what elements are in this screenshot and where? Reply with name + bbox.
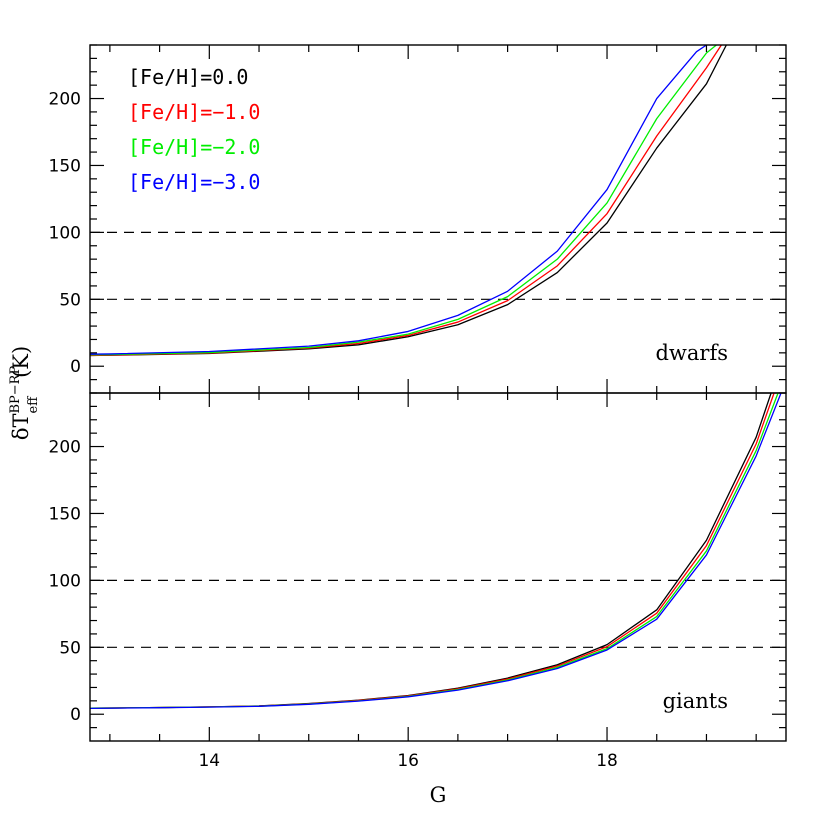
y-axis-label-superscript: BP−RP [8,366,23,414]
y-tick-label: 150 [49,504,81,524]
y-tick-label: 150 [49,156,81,176]
legend: [Fe/H]=0.0 [Fe/H]=−1.0 [Fe/H]=−2.0 [Fe/H]=−… [128,65,260,194]
panel-label-giants: giants [663,689,728,713]
tick-marks [90,392,786,741]
series-line-3 [89,44,707,355]
reference-lines [90,579,786,648]
series-line-0 [89,44,727,357]
x-tick-label: 14 [198,751,220,771]
series-line-2 [89,392,779,709]
legend-entry: [Fe/H]=−2.0 [128,135,260,159]
series-line-0 [89,392,772,709]
y-tick-labels: 0 50 100 150 200 [49,438,81,726]
series-line-1 [89,392,775,709]
y-tick-labels: 0 50 100 150 200 [49,90,81,378]
tick-marks [90,44,786,393]
giants-panel: 0 50 100 150 200 14 16 18 giants [49,392,787,771]
y-tick-label: 100 [49,571,81,591]
dwarfs-panel: 0 50 100 150 200 dwarfs [Fe/H]=0.0 [Fe/H]=−1.… [49,44,787,394]
x-axis-label: G [430,783,447,807]
y-axis-label-subscript: eff [26,395,41,414]
y-tick-label: 50 [59,638,81,658]
series-group [89,44,727,357]
y-tick-label: 0 [70,705,81,725]
panel-label-dwarfs: dwarfs [655,341,728,365]
series-line-2 [89,44,717,356]
y-axis-label: δTBP−RP eff (K) [8,346,41,440]
y-axis-label-unit: (K) [9,346,33,385]
legend-entry: [Fe/H]=0.0 [128,65,248,89]
y-tick-label: 200 [49,438,81,458]
series-group [89,392,782,709]
y-axis-label-symbol: δT [9,414,33,441]
legend-entry: [Fe/H]=−3.0 [128,170,260,194]
series-line-3 [89,392,782,709]
x-tick-label: 18 [596,751,618,771]
y-tick-label: 50 [59,290,81,310]
x-tick-label: 16 [397,751,419,771]
legend-entry: [Fe/H]=−1.0 [128,100,260,124]
x-tick-labels: 14 16 18 [198,751,617,771]
y-tick-label: 200 [49,90,81,110]
y-tick-label: 0 [70,357,81,377]
y-tick-label: 100 [49,223,81,243]
reference-lines [90,231,786,300]
series-line-1 [89,44,722,357]
